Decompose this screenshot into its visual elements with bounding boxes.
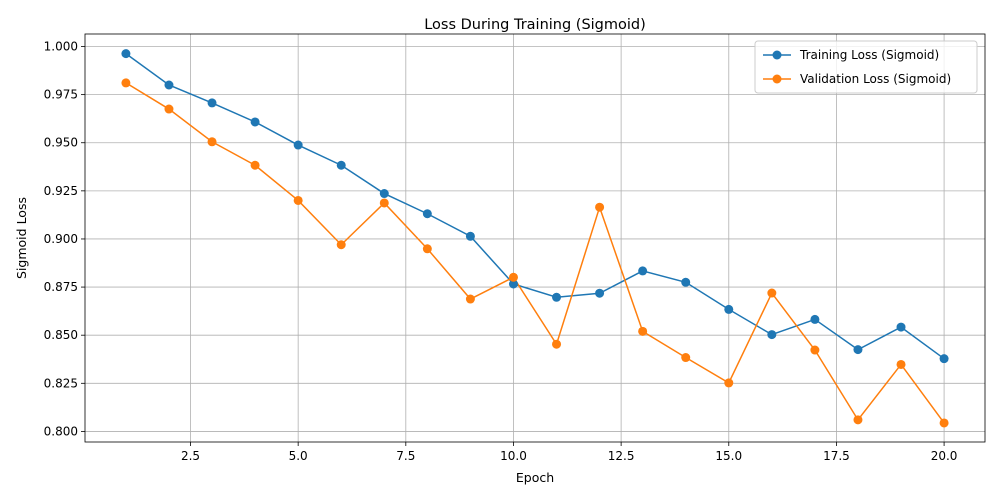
- legend-entry-label: Validation Loss (Sigmoid): [800, 72, 951, 86]
- data-point: [293, 140, 303, 150]
- data-point: [422, 209, 432, 219]
- data-point: [379, 198, 389, 208]
- data-point: [164, 80, 174, 90]
- data-point: [379, 189, 389, 199]
- legend-marker: [772, 74, 782, 84]
- y-axis-label: Sigmoid Loss: [14, 197, 29, 279]
- x-tick-label: 7.5: [396, 449, 415, 463]
- y-tick-label: 0.900: [44, 232, 78, 246]
- data-point: [681, 277, 691, 287]
- data-point: [121, 78, 131, 88]
- y-tick-label: 0.850: [44, 328, 78, 342]
- y-tick-label: 0.825: [44, 376, 78, 390]
- x-tick-label: 15.0: [715, 449, 742, 463]
- x-axis-label: Epoch: [516, 470, 554, 485]
- data-point: [638, 266, 648, 276]
- series-line-0: [125, 53, 945, 360]
- chart-title: Loss During Training (Sigmoid): [424, 17, 646, 33]
- legend-entry-label: Training Loss (Sigmoid): [799, 48, 939, 62]
- plot-frame: [84, 33, 986, 443]
- x-tick-label: 5.0: [289, 449, 308, 463]
- y-tick-label: 1.000: [44, 40, 78, 54]
- x-tick-label: 10.0: [500, 449, 527, 463]
- data-point: [638, 326, 648, 336]
- data-point: [595, 202, 605, 212]
- y-tick-label: 0.925: [44, 184, 78, 198]
- y-axis-ticks: 0.800 0.825 0.850 0.875 0.900 0.925 0.950 0.975…: [44, 40, 85, 438]
- data-point: [465, 231, 475, 241]
- data-point: [336, 160, 346, 170]
- legend-marker: [772, 50, 782, 60]
- data-point: [896, 322, 906, 332]
- data-point: [853, 345, 863, 355]
- data-point: [939, 418, 949, 428]
- data-point: [853, 415, 863, 425]
- legend-box: [754, 40, 978, 94]
- data-point: [552, 292, 562, 302]
- y-tick-label: 0.950: [44, 136, 78, 150]
- data-point: [250, 160, 260, 170]
- data-point: [207, 137, 217, 147]
- data-point: [939, 354, 949, 364]
- x-tick-label: 20.0: [931, 449, 958, 463]
- data-point: [508, 279, 518, 289]
- series-line-1: [125, 82, 945, 424]
- y-tick-label: 0.975: [44, 88, 78, 102]
- data-point: [681, 353, 691, 363]
- data-point: [207, 98, 217, 108]
- data-point: [508, 272, 518, 282]
- data-point: [810, 345, 820, 355]
- data-point: [595, 288, 605, 298]
- y-tick-label: 0.875: [44, 280, 78, 294]
- data-point: [250, 117, 260, 127]
- data-point: [164, 104, 174, 114]
- data-point: [896, 359, 906, 369]
- data-point: [336, 240, 346, 250]
- series-lines: [125, 53, 945, 424]
- x-tick-label: 12.5: [608, 449, 635, 463]
- grid: [85, 34, 985, 442]
- data-point: [552, 339, 562, 349]
- data-point: [293, 195, 303, 205]
- data-point: [724, 378, 734, 388]
- x-tick-label: 17.5: [823, 449, 850, 463]
- y-tick-label: 0.800: [44, 424, 78, 438]
- data-point: [465, 294, 475, 304]
- data-point: [724, 304, 734, 314]
- x-tick-label: 2.5: [181, 449, 200, 463]
- data-point: [767, 288, 777, 298]
- data-point: [767, 330, 777, 340]
- x-axis-ticks: 2.5 5.0 7.5 10.0 12.5 15.0 17.5 20.0: [181, 442, 957, 463]
- series-points: [121, 49, 949, 428]
- data-point: [810, 314, 820, 324]
- legend: Training Loss (Sigmoid) Validation Loss (…: [754, 40, 978, 94]
- data-point: [422, 244, 432, 254]
- data-point: [121, 49, 131, 59]
